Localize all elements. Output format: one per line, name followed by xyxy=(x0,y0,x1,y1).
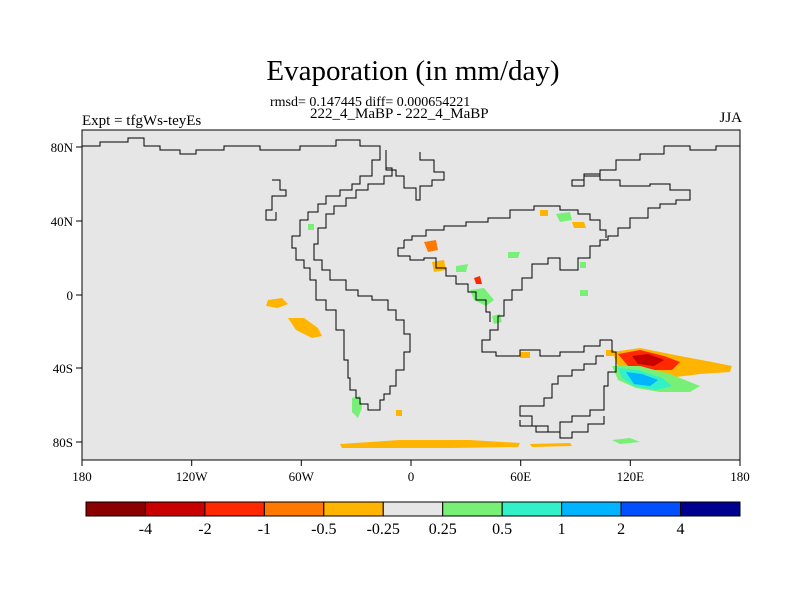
lat-label: 40S xyxy=(53,361,73,376)
coast-africa-west xyxy=(397,240,491,322)
lon-label: 120W xyxy=(176,469,209,484)
lon-label: 120E xyxy=(617,469,645,484)
colorbar-label: 0.5 xyxy=(492,521,512,538)
colorbar xyxy=(85,501,741,517)
green-mideast xyxy=(456,264,468,272)
lat-label: 0 xyxy=(67,288,74,303)
map-background xyxy=(82,130,740,460)
orange-siberia xyxy=(540,210,548,216)
green-south-china xyxy=(580,290,588,296)
coast-eurasia-africa xyxy=(481,145,740,357)
orange-antarctic-streak xyxy=(340,440,520,448)
colorbar-label: 0.25 xyxy=(429,521,457,538)
season-label: JJA xyxy=(719,110,742,126)
orange-eastern-pacific-1 xyxy=(266,298,288,308)
orange-antarctic-streak-2 xyxy=(530,443,572,447)
coast-arctic-islands xyxy=(265,179,287,221)
stats-line: rmsd= 0.147445 diff= 0.000654221 xyxy=(270,95,471,110)
colorbar-bin xyxy=(263,501,325,517)
blue-patch-south-pacific xyxy=(626,372,658,386)
colorbar-bin xyxy=(442,501,503,517)
darkred-patch-south-pacific xyxy=(632,354,664,366)
orange-south-atlantic-spot xyxy=(396,410,402,416)
lon-label: 180 xyxy=(730,469,750,484)
orange-indonesia xyxy=(606,350,614,356)
orange-indian-ocean-south xyxy=(520,352,530,358)
orange-east-asia xyxy=(572,222,586,228)
colorbar-bin xyxy=(382,501,444,517)
coast-north-america xyxy=(82,137,411,411)
colorbar-label: 1 xyxy=(558,521,566,538)
orange-africa-north xyxy=(432,260,446,272)
green-antarctic-spot xyxy=(612,438,640,444)
colorbar-label: -0.5 xyxy=(311,521,336,538)
lat-label: 80N xyxy=(51,140,74,155)
lat-label: 80S xyxy=(53,435,73,450)
lat-labels: 80N 40N 0 40S 80S xyxy=(51,140,74,450)
coast-antarctica xyxy=(519,416,605,439)
colorbar-bin xyxy=(680,501,741,517)
colorbar-bin xyxy=(144,501,206,517)
orange-eastern-pacific-2 xyxy=(288,318,322,338)
colorbar-bin xyxy=(620,501,682,517)
anomaly-patches xyxy=(266,210,732,448)
green-north-atlantic xyxy=(308,224,314,230)
coastlines xyxy=(82,137,740,439)
colorbar-label: 2 xyxy=(617,521,625,538)
axis-ticks xyxy=(76,146,741,466)
orange-europe xyxy=(424,240,438,252)
colorbar-label: -0.25 xyxy=(367,521,400,538)
lon-label: 0 xyxy=(408,469,415,484)
colorbar-bin xyxy=(501,501,563,517)
red-spot-africa xyxy=(474,276,482,284)
colorbar-label: 4 xyxy=(677,521,685,538)
colorbar-labels: -4 -2 -1 -0.5 -0.25 0.25 0.5 1 2 4 xyxy=(139,521,685,538)
lon-labels: 180 120W 60W 0 60E 120E 180 xyxy=(72,469,750,484)
experiment-subtitle: 222_4_MaBP - 222_4_MaBP xyxy=(310,106,489,122)
green-arabian-sea xyxy=(508,252,520,258)
lon-label: 60W xyxy=(289,469,315,484)
coast-greenland xyxy=(385,150,445,201)
colorbar-bin xyxy=(561,501,622,517)
colorbar-label: -1 xyxy=(258,521,271,538)
map-title: Evaporation (in mm/day) xyxy=(266,55,560,87)
colorbar-bin xyxy=(85,501,146,517)
colorbar-label: -2 xyxy=(198,521,211,538)
green-tibet xyxy=(580,262,586,268)
colorbar-label: -4 xyxy=(139,521,152,538)
lon-label: 180 xyxy=(72,469,92,484)
lat-label: 40N xyxy=(51,214,74,229)
colorbar-bin xyxy=(204,501,265,517)
green-siberia xyxy=(556,212,572,222)
expt-label: Expt = tfgWs-teyEs xyxy=(82,113,202,129)
colorbar-bin xyxy=(323,501,384,517)
coast-africa xyxy=(404,205,607,241)
lon-label: 60E xyxy=(510,469,531,484)
